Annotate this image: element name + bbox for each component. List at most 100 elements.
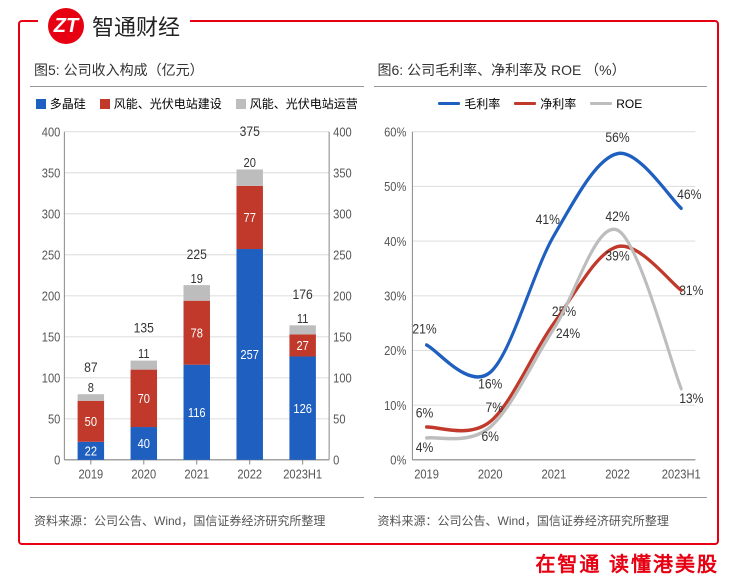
svg-text:40%: 40% bbox=[384, 234, 407, 249]
svg-text:300: 300 bbox=[42, 207, 61, 222]
chart-left-title: 图5: 公司收入构成（亿元） bbox=[30, 52, 364, 84]
svg-text:126: 126 bbox=[293, 401, 312, 416]
svg-text:78: 78 bbox=[191, 326, 204, 341]
svg-text:10%: 10% bbox=[384, 398, 407, 413]
svg-text:350: 350 bbox=[42, 166, 61, 181]
svg-text:24%: 24% bbox=[555, 325, 580, 341]
svg-text:50%: 50% bbox=[384, 179, 407, 194]
svg-text:56%: 56% bbox=[605, 129, 630, 145]
chart-left-legend: 多晶硅 风能、光伏电站建设 风能、光伏电站运营 bbox=[30, 95, 364, 112]
svg-text:2022: 2022 bbox=[237, 467, 262, 482]
chart-left-source: 资料来源：公司公告、Wind，国信证券经济研究所整理 bbox=[30, 506, 364, 533]
legend-label: 多晶硅 bbox=[50, 95, 86, 112]
svg-text:350: 350 bbox=[333, 166, 352, 181]
logo-letter: ZT bbox=[54, 15, 78, 38]
brand-header: ZT 智通财经 bbox=[38, 8, 190, 44]
legend-item: ROE bbox=[590, 95, 642, 112]
footer-tagline: 在智通 读懂港美股 bbox=[535, 548, 719, 577]
legend-item: 多晶硅 bbox=[36, 95, 86, 112]
svg-text:46%: 46% bbox=[677, 186, 702, 202]
charts-row: 图5: 公司收入构成（亿元） 多晶硅 风能、光伏电站建设 风能、光伏电站运营 0… bbox=[30, 52, 707, 533]
svg-text:77: 77 bbox=[244, 210, 257, 225]
svg-text:31%: 31% bbox=[679, 282, 704, 298]
svg-text:20%: 20% bbox=[384, 343, 407, 358]
legend-item: 风能、光伏电站建设 bbox=[100, 95, 222, 112]
legend-swatch-icon bbox=[438, 102, 460, 105]
svg-text:11: 11 bbox=[297, 311, 309, 326]
chart-right-rule bbox=[374, 86, 708, 87]
svg-text:400: 400 bbox=[333, 125, 352, 140]
svg-text:300: 300 bbox=[333, 207, 352, 222]
svg-text:0: 0 bbox=[54, 453, 60, 468]
svg-text:135: 135 bbox=[134, 320, 154, 336]
svg-text:200: 200 bbox=[333, 289, 352, 304]
legend-label: 风能、光伏电站建设 bbox=[114, 95, 222, 112]
svg-text:2020: 2020 bbox=[477, 467, 502, 482]
chart-right-source: 资料来源：公司公告、Wind，国信证券经济研究所整理 bbox=[374, 506, 708, 533]
svg-text:2021: 2021 bbox=[541, 467, 566, 482]
svg-text:22: 22 bbox=[85, 444, 98, 459]
svg-text:150: 150 bbox=[42, 330, 61, 345]
content-frame: 图5: 公司收入构成（亿元） 多晶硅 风能、光伏电站建设 风能、光伏电站运营 0… bbox=[18, 20, 719, 545]
legend-item: 风能、光伏电站运营 bbox=[236, 95, 358, 112]
svg-text:2023H1: 2023H1 bbox=[283, 467, 322, 482]
svg-text:7%: 7% bbox=[485, 399, 503, 415]
svg-text:30%: 30% bbox=[384, 289, 407, 304]
svg-text:0: 0 bbox=[333, 453, 339, 468]
svg-text:2019: 2019 bbox=[78, 467, 103, 482]
svg-text:2022: 2022 bbox=[605, 467, 630, 482]
legend-item: 毛利率 bbox=[438, 95, 500, 112]
svg-text:8: 8 bbox=[88, 380, 94, 395]
svg-text:40: 40 bbox=[138, 436, 151, 451]
legend-swatch-icon bbox=[36, 99, 46, 109]
legend-item: 净利率 bbox=[514, 95, 576, 112]
svg-text:16%: 16% bbox=[478, 376, 503, 392]
svg-text:20: 20 bbox=[244, 155, 257, 170]
svg-text:19: 19 bbox=[191, 271, 204, 286]
legend-label: 毛利率 bbox=[464, 95, 500, 112]
chart-left-bottom-rule bbox=[30, 497, 364, 498]
legend-label: 净利率 bbox=[540, 95, 576, 112]
svg-text:200: 200 bbox=[42, 289, 61, 304]
legend-swatch-icon bbox=[236, 99, 246, 109]
chart-right-title: 图6: 公司毛利率、净利率及 ROE （%） bbox=[374, 52, 708, 84]
svg-text:100: 100 bbox=[42, 371, 61, 386]
chart-right-legend: 毛利率 净利率 ROE bbox=[374, 95, 708, 112]
svg-text:400: 400 bbox=[42, 125, 61, 140]
svg-text:6%: 6% bbox=[481, 428, 499, 444]
svg-text:225: 225 bbox=[187, 246, 207, 262]
svg-text:41%: 41% bbox=[535, 211, 560, 227]
svg-text:87: 87 bbox=[84, 359, 97, 375]
svg-text:11: 11 bbox=[138, 346, 150, 361]
svg-text:50: 50 bbox=[48, 412, 61, 427]
legend-label: 风能、光伏电站运营 bbox=[250, 95, 358, 112]
legend-swatch-icon bbox=[590, 102, 612, 105]
svg-text:100: 100 bbox=[333, 371, 352, 386]
svg-text:150: 150 bbox=[333, 330, 352, 345]
svg-text:21%: 21% bbox=[412, 320, 437, 336]
legend-swatch-icon bbox=[100, 99, 110, 109]
chart-right-bottom-rule bbox=[374, 497, 708, 498]
svg-text:176: 176 bbox=[293, 286, 313, 302]
svg-text:257: 257 bbox=[240, 347, 259, 362]
svg-text:4%: 4% bbox=[415, 439, 433, 455]
svg-text:42%: 42% bbox=[605, 208, 630, 224]
svg-text:375: 375 bbox=[240, 123, 260, 139]
svg-text:70: 70 bbox=[138, 391, 151, 406]
svg-text:0%: 0% bbox=[390, 453, 406, 468]
svg-text:250: 250 bbox=[333, 248, 352, 263]
svg-text:6%: 6% bbox=[415, 405, 433, 421]
svg-text:39%: 39% bbox=[605, 248, 630, 264]
svg-text:116: 116 bbox=[188, 405, 206, 420]
svg-text:2021: 2021 bbox=[184, 467, 209, 482]
legend-swatch-icon bbox=[514, 102, 536, 105]
svg-text:13%: 13% bbox=[679, 390, 704, 406]
svg-text:60%: 60% bbox=[384, 125, 407, 140]
svg-text:2020: 2020 bbox=[131, 467, 156, 482]
svg-text:250: 250 bbox=[42, 248, 61, 263]
chart-left-rule bbox=[30, 86, 364, 87]
svg-text:50: 50 bbox=[333, 412, 346, 427]
chart-left-canvas: 0 0 50 50 100 100 150 150 200 200 250 250 300 300 350 3… bbox=[30, 120, 364, 495]
legend-label: ROE bbox=[616, 97, 642, 111]
brand-logo-icon: ZT bbox=[48, 8, 84, 44]
